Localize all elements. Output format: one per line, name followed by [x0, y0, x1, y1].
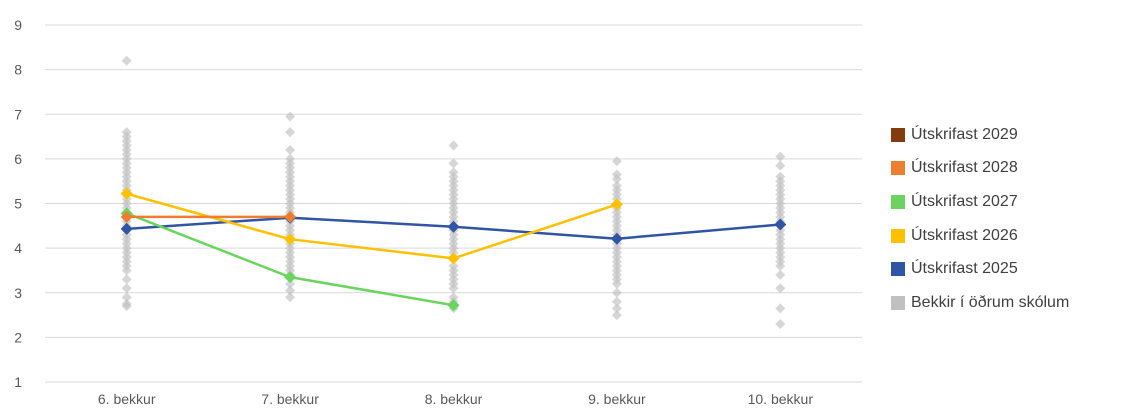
legend-swatch	[891, 262, 905, 277]
series-marker	[447, 252, 460, 265]
other-school-point	[775, 283, 786, 294]
legend-swatch	[891, 127, 905, 142]
legend-swatch	[891, 194, 905, 209]
y-tick-label: 2	[14, 329, 22, 345]
series-markers	[120, 187, 787, 312]
legend-swatch	[891, 161, 905, 176]
y-tick-label: 5	[14, 196, 22, 212]
y-tick-label: 4	[14, 240, 22, 256]
legend-label: Bekkir í öðrum skólum	[911, 293, 1070, 311]
other-school-point	[775, 269, 786, 280]
y-tick-label: 8	[14, 62, 22, 78]
x-tick-label: 8. bekkur	[425, 391, 483, 407]
x-axis-labels: 6. bekkur 7. bekkur 8. bekkur 9. bekkur 10. …	[98, 391, 813, 407]
other-school-point	[775, 318, 786, 329]
series-marker	[120, 222, 133, 235]
legend-item: Útskrifast 2026	[891, 219, 1069, 253]
other-school-point	[611, 156, 622, 167]
other-school-point	[611, 296, 622, 307]
other-school-point	[775, 151, 786, 162]
legend: Útskrifast 2029 Útskrifast 2028 Útskrifast…	[891, 118, 1069, 320]
y-axis-labels: 1 2 3 4 5 6 7 8 9	[14, 17, 22, 390]
legend-swatch	[891, 228, 905, 243]
y-tick-label: 7	[14, 106, 22, 122]
other-school-point	[611, 310, 622, 321]
legend-label: Útskrifast 2026	[911, 226, 1018, 244]
legend-item: Útskrifast 2029	[891, 118, 1069, 152]
other-school-point	[121, 274, 132, 285]
other-school-point	[611, 173, 622, 184]
series-marker	[610, 232, 623, 245]
other-school-point	[775, 303, 786, 314]
other-school-point	[611, 278, 622, 289]
other-school-point	[285, 278, 296, 289]
other-school-point	[448, 283, 459, 294]
other-school-point	[285, 111, 296, 122]
other-school-point	[285, 292, 296, 303]
legend-item: Bekkir í öðrum skólum	[891, 286, 1069, 320]
legend-label: Útskrifast 2028	[911, 159, 1018, 177]
legend-item: Útskrifast 2027	[891, 185, 1069, 219]
other-school-point	[775, 260, 786, 271]
other-school-point	[611, 303, 622, 314]
other-school-point	[121, 301, 132, 312]
y-tick-label: 3	[14, 285, 22, 301]
other-school-point	[121, 265, 132, 276]
x-tick-label: 9. bekkur	[588, 391, 646, 407]
other-school-point	[121, 55, 132, 66]
y-tick-label: 9	[14, 17, 22, 33]
series-marker	[774, 218, 787, 231]
series-marker	[120, 187, 133, 200]
series-marker	[284, 271, 297, 284]
x-tick-label: 7. bekkur	[261, 391, 319, 407]
series-marker	[284, 233, 297, 246]
other-school-point	[448, 158, 459, 169]
other-school-point	[448, 140, 459, 151]
legend-swatch	[891, 295, 905, 310]
other-school-point	[611, 287, 622, 298]
legend-item: Útskrifast 2028	[891, 152, 1069, 186]
y-tick-label: 6	[14, 151, 22, 167]
legend-item: Útskrifast 2025	[891, 252, 1069, 286]
x-tick-label: 6. bekkur	[98, 391, 156, 407]
legend-label: Útskrifast 2027	[911, 192, 1018, 210]
other-school-point	[285, 285, 296, 296]
series-marker	[447, 299, 460, 312]
other-school-point	[285, 144, 296, 155]
series-marker	[120, 210, 133, 223]
legend-label: Útskrifast 2025	[911, 260, 1018, 278]
other-school-point	[775, 160, 786, 171]
series-marker	[284, 210, 297, 223]
series-marker	[610, 198, 623, 211]
other-school-point	[121, 283, 132, 294]
other-school-point	[121, 292, 132, 303]
series-marker	[447, 220, 460, 233]
x-tick-label: 10. bekkur	[748, 391, 814, 407]
other-schools-points	[121, 55, 786, 329]
legend-label: Útskrifast 2029	[911, 125, 1018, 143]
other-school-point	[285, 127, 296, 138]
y-tick-label: 1	[14, 374, 22, 390]
